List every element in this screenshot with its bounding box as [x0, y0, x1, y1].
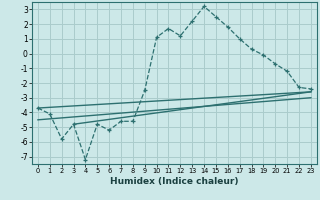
X-axis label: Humidex (Indice chaleur): Humidex (Indice chaleur) [110, 177, 239, 186]
